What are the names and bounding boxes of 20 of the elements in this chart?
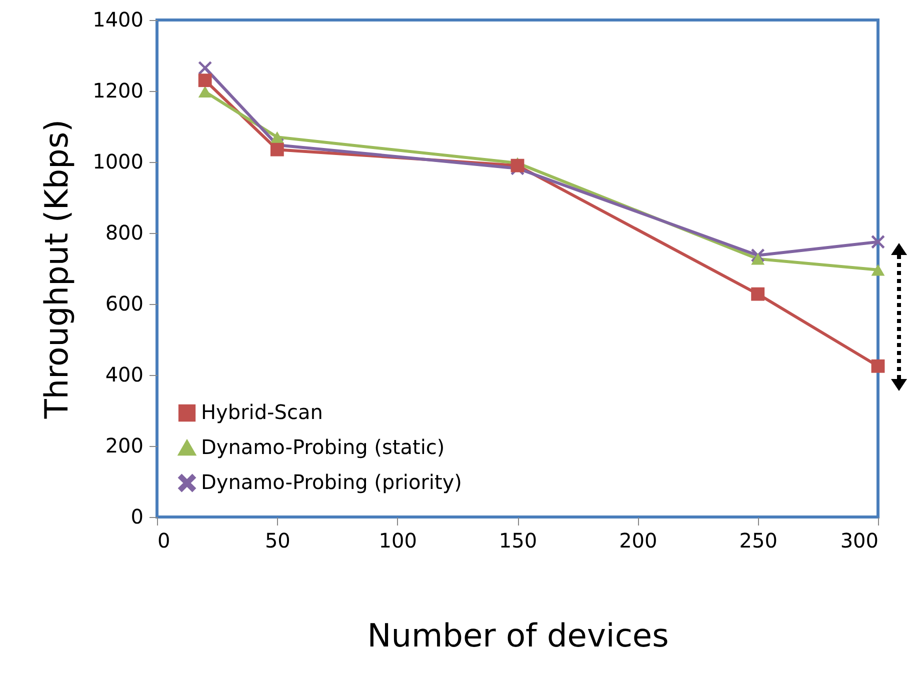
x-tick-label: 200: [619, 528, 658, 552]
x-tick-label: 300: [840, 528, 878, 552]
x-tick-label: 50: [264, 528, 290, 552]
x-tick-label: 100: [378, 528, 417, 552]
legend-label: Dynamo-Probing (static): [201, 435, 445, 459]
x-axis-title: Number of devices: [367, 616, 669, 654]
x-tick-label: 250: [739, 528, 778, 552]
y-tick-label: 0: [130, 504, 144, 528]
x-tick-label: 150: [498, 528, 538, 552]
y-tick-label: 800: [105, 220, 144, 244]
y-tick-label: 400: [105, 362, 144, 386]
legend-label: Dynamo-Probing (priority): [201, 470, 462, 494]
y-axis-title: Throughput (Kbps): [38, 119, 76, 420]
y-tick-label: 1400: [92, 8, 144, 32]
y-tick-label: 200: [105, 434, 144, 458]
y-tick-label: 600: [105, 292, 144, 316]
x-tick-label: 0: [158, 528, 170, 552]
legend-label: Hybrid-Scan: [201, 400, 323, 424]
y-tick-label: 1000: [92, 150, 144, 174]
y-tick-label: 1200: [92, 78, 144, 102]
